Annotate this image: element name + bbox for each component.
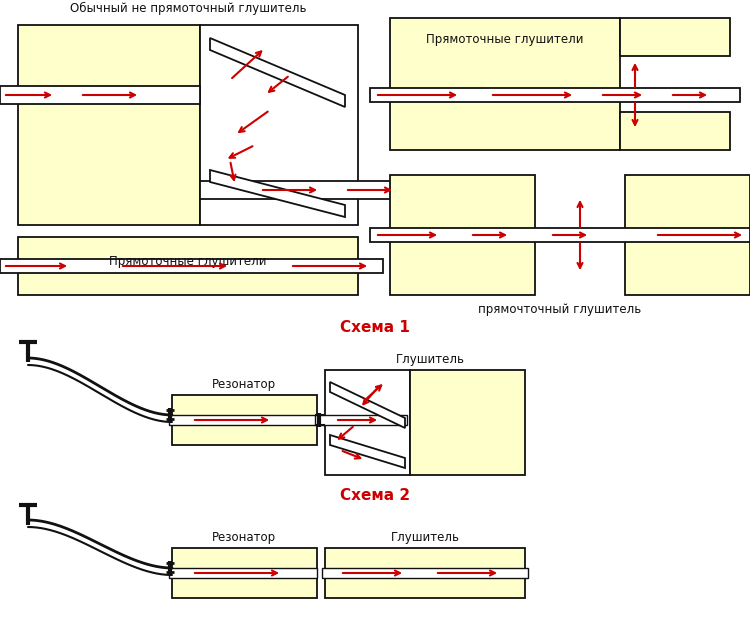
Bar	[625, 175, 750, 235]
Bar	[390, 18, 620, 150]
Bar	[172, 395, 317, 445]
Text: Резонатор: Резонатор	[212, 378, 276, 391]
Polygon shape	[210, 38, 345, 107]
Text: Глушитель: Глушитель	[391, 531, 460, 544]
Bar	[325, 548, 525, 598]
Bar	[390, 175, 535, 235]
Bar	[200, 25, 358, 225]
Bar	[370, 88, 740, 102]
Bar	[370, 228, 750, 242]
Bar	[390, 235, 535, 295]
Text: Схема 1: Схема 1	[340, 320, 410, 335]
Bar	[325, 370, 410, 475]
Polygon shape	[210, 170, 345, 217]
Bar	[169, 415, 317, 425]
Bar	[169, 568, 317, 578]
Bar	[315, 415, 407, 425]
Text: прямочточный глушитель: прямочточный глушитель	[478, 303, 641, 316]
Text: Обычный не прямоточный глушитель: Обычный не прямоточный глушитель	[70, 2, 306, 15]
Bar	[625, 235, 750, 295]
Bar	[200, 181, 410, 199]
Bar	[322, 568, 528, 578]
Bar	[172, 548, 317, 598]
Polygon shape	[330, 382, 405, 428]
Bar	[620, 18, 730, 56]
Text: Схема 2: Схема 2	[340, 488, 410, 503]
Bar	[410, 370, 525, 475]
Bar	[0, 86, 200, 104]
Polygon shape	[330, 435, 405, 468]
Bar	[0, 259, 383, 273]
Bar	[18, 237, 358, 295]
Bar	[18, 25, 200, 225]
Bar	[620, 112, 730, 150]
Text: Резонатор: Резонатор	[212, 531, 276, 544]
Text: Глушитель: Глушитель	[395, 353, 464, 366]
Text: Прямоточные глушители: Прямоточные глушители	[110, 255, 267, 268]
Text: Прямоточные глушители: Прямоточные глушители	[426, 33, 584, 46]
